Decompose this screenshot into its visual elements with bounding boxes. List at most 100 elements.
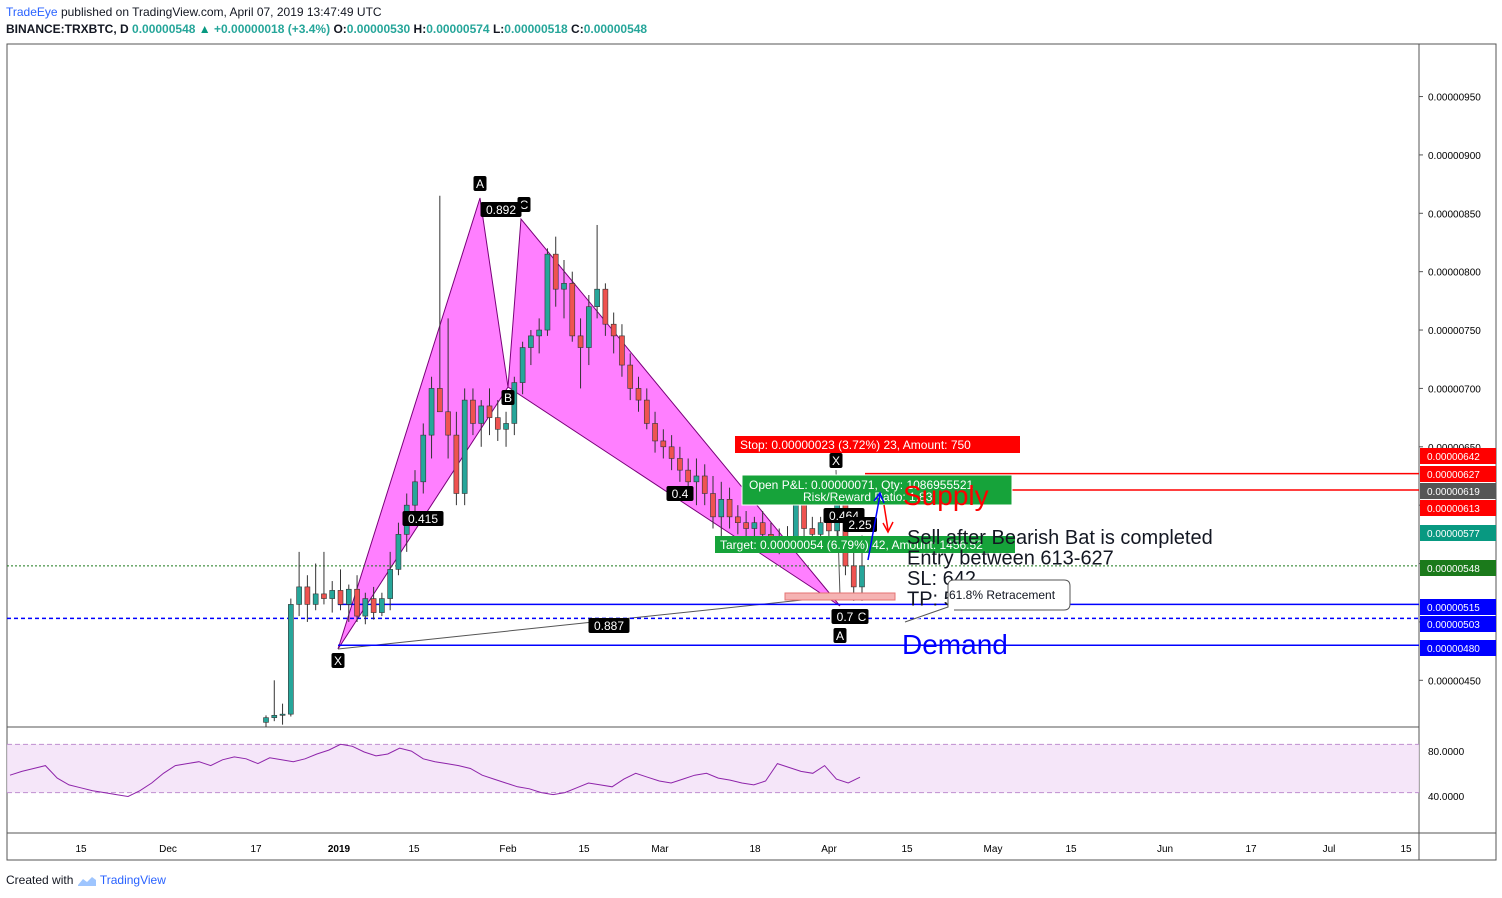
price-tag-label: 0.00000503 [1427,620,1480,631]
candle [329,590,336,599]
price-change: +0.00000018 (+3.4%) [214,22,331,36]
high-label: H: [413,22,427,36]
open-pl-label: Open P&L: 0.00000071, Qty: 1086955521 [749,478,974,492]
candle [379,598,385,613]
retracement-callout [904,579,1071,623]
y-tick-label: 0.00000950 [1428,93,1481,104]
candle [288,604,294,715]
candle [735,516,741,523]
x-tick-label: 17 [1245,844,1257,855]
publish-info: TradeEye published on TradingView.com, A… [6,5,382,19]
candle [826,522,832,532]
candle [859,565,865,588]
pattern-point-c: C [855,609,869,624]
candle [478,405,485,424]
demand-label: Demand [902,629,1008,660]
price-tag-bg [1420,560,1496,576]
candle [445,411,451,436]
price-tag-bg [1420,616,1496,632]
pattern-point-b-bg [501,390,515,405]
footer: Created with TradingView [6,873,166,887]
down-arrow-icon [883,504,889,531]
ratio-label-text: 2.25 [848,518,872,532]
candle [685,469,691,483]
candle [362,598,369,617]
high-value: 0.00000574 [426,22,490,36]
candle [420,434,427,483]
stop-label: Stop: 0.00000023 (3.72%) 23, Amount: 750 [740,438,971,452]
rsi-line [9,743,861,798]
candle [337,590,344,605]
publish-text: published on TradingView.com, April 07, … [60,5,382,19]
candle [586,306,592,348]
candle [850,565,857,588]
author-link[interactable]: TradeEye [6,5,58,19]
candle [412,481,418,506]
pattern-point-c-text: C [520,198,529,212]
ratio-label-text: 0.415 [408,512,438,526]
rsi-band [7,744,1419,793]
x-tick-label: Jul [1323,844,1336,855]
price-tag-bg [1420,525,1496,541]
up-arrowhead-icon [873,491,885,504]
down-arrowhead-icon [882,521,894,534]
pattern-point-x-bg [829,453,843,468]
candle [743,522,749,529]
pattern-point-a: A [473,176,487,191]
candle [759,522,766,535]
pattern-point-b: B [501,390,515,405]
ratio-label: 0.892 [480,202,522,217]
candle [726,499,733,518]
close-value: 0.00000548 [583,22,648,36]
low-value: 0.00000518 [504,22,568,36]
candle [494,417,501,430]
candle [519,347,526,383]
pattern-point-x: X [829,453,843,468]
candle [751,522,758,529]
ratio-label-text: 0.4 [672,487,689,501]
price-tag-label: 0.00000480 [1427,644,1480,655]
y-tick-label: 0.00000750 [1428,326,1481,337]
pattern-point-a: A [833,628,847,643]
candle [668,446,675,459]
candle [544,253,551,331]
pattern-point-c-bg [855,609,869,624]
retracement-zone [784,592,896,601]
candle [370,598,377,613]
x-tick-label: 15 [75,844,87,855]
candle [528,335,534,348]
retracement-text: 61.8% Retracement [949,588,1056,602]
candle [321,593,327,599]
price-tag-bg [1420,640,1496,656]
candle [486,405,493,418]
x-tick-label: 2019 [328,844,351,855]
candle [710,493,716,518]
x-tick-label: Apr [821,844,837,855]
candle [395,534,402,570]
pattern-point-a-text: A [476,177,484,191]
x-tick-label: 15 [901,844,913,855]
candle [594,288,600,307]
ratio-label-text: 0.887 [594,619,624,633]
up-arrow-icon [867,494,881,561]
tradingview-link[interactable]: TradingView [99,873,166,887]
candle [304,586,311,605]
y-tick-label: 0.00000800 [1428,268,1481,279]
pattern-point-x-bg [331,653,345,668]
stop-box [735,436,1020,453]
price-tag-bg [1420,466,1496,482]
ratio-label: 0.887 [588,618,630,633]
y-tick-label: 0.00000450 [1428,676,1481,687]
x-tick-label: 15 [408,844,420,855]
candle [453,434,460,494]
pattern-point-b-text: B [504,391,512,405]
candle [577,335,584,348]
candle [817,522,824,535]
ratio-label-text: 0.7 [837,610,854,624]
last-price: 0.00000548 [132,22,196,36]
candle [701,475,708,494]
pattern-point-a-bg [473,176,487,191]
x-tick-label: Feb [499,844,517,855]
x-tick-label: Jun [1157,844,1173,855]
